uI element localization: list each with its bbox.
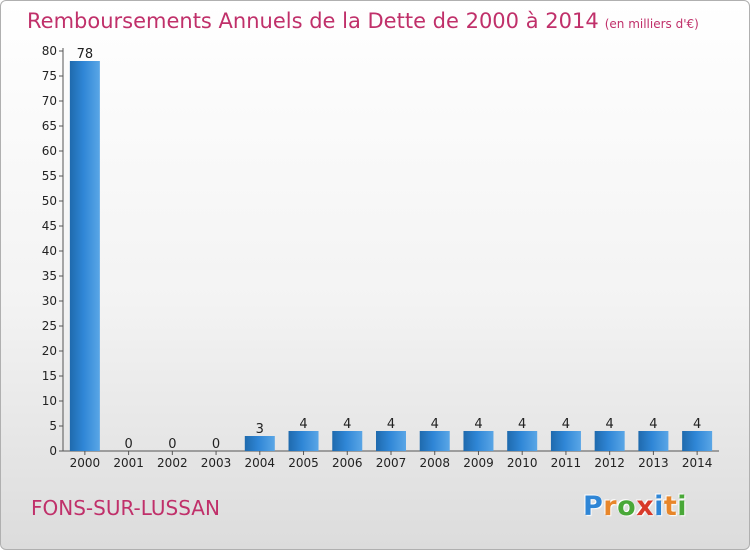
bar-2010 <box>507 431 538 451</box>
commune-name: FONS-SUR-LUSSAN <box>31 496 220 520</box>
y-tick-label: 45 <box>42 219 57 233</box>
value-label-2007: 4 <box>387 417 395 432</box>
y-tick-label: 35 <box>42 269 57 283</box>
y-tick-label: 5 <box>49 419 57 433</box>
value-label-2004: 3 <box>256 422 264 437</box>
y-tick-label: 55 <box>42 169 57 183</box>
x-tick-label: 2007 <box>376 456 407 470</box>
x-tick-label: 2008 <box>419 456 450 470</box>
y-tick-label: 20 <box>42 344 57 358</box>
logo-letter: i <box>677 491 688 522</box>
value-label-2011: 4 <box>562 417 570 432</box>
y-tick-label: 30 <box>42 294 57 308</box>
y-tick-label: 50 <box>42 194 57 208</box>
chart-title-text: Remboursements Annuels de la Dette de 20… <box>27 9 599 33</box>
y-tick-label: 65 <box>42 119 57 133</box>
x-tick-label: 2011 <box>551 456 582 470</box>
logo-letter: i <box>654 491 664 522</box>
y-tick-label: 75 <box>42 69 57 83</box>
logo-letter: o <box>617 491 637 522</box>
bar-2014 <box>682 431 713 451</box>
y-tick-label: 80 <box>42 44 57 58</box>
x-tick-label: 2004 <box>245 456 276 470</box>
y-tick-label: 10 <box>42 394 57 408</box>
bar-2007 <box>376 431 406 451</box>
value-label-2012: 4 <box>606 417 614 432</box>
x-tick-label: 2000 <box>70 456 101 470</box>
value-label-2009: 4 <box>474 417 482 432</box>
value-label-2014: 4 <box>693 417 701 432</box>
bar-2005 <box>288 431 319 451</box>
value-label-2005: 4 <box>299 417 307 432</box>
y-tick-label: 25 <box>42 319 57 333</box>
chart-labels: 78 0 0 0 3 4 4 4 4 4 4 4 4 4 4 <box>77 47 702 452</box>
bar-2011 <box>550 431 581 451</box>
bar-2000 <box>69 61 100 451</box>
value-label-2013: 4 <box>649 417 657 432</box>
x-tick-label: 2003 <box>201 456 232 470</box>
value-label-2000: 78 <box>77 47 94 62</box>
y-tick-label: 60 <box>42 144 57 158</box>
x-tick-label: 2009 <box>463 456 494 470</box>
bar-2009 <box>463 431 494 451</box>
bar-2006 <box>332 431 363 451</box>
x-tick-label: 2012 <box>594 456 625 470</box>
bar-2008 <box>419 431 450 451</box>
y-tick-label: 15 <box>42 369 57 383</box>
x-tick-label: 2014 <box>682 456 713 470</box>
chart-subtitle: (en milliers d'€) <box>604 17 699 31</box>
logo-letter: P <box>583 491 604 522</box>
logo-letter: x <box>636 491 655 522</box>
x-tick-label: 2001 <box>113 456 144 470</box>
chart-bars <box>69 61 713 451</box>
x-tick-label: 2002 <box>157 456 188 470</box>
bar-2012 <box>594 431 625 451</box>
x-tick-label: 2005 <box>288 456 319 470</box>
x-tick-label: 2013 <box>638 456 669 470</box>
logo-letter: t <box>663 491 678 522</box>
logo-letter: r <box>603 491 618 522</box>
value-label-2002: 0 <box>168 437 176 452</box>
value-label-2001: 0 <box>124 437 132 452</box>
y-tick-label: 40 <box>42 244 57 258</box>
value-label-2008: 4 <box>431 417 439 432</box>
value-label-2003: 0 <box>212 437 220 452</box>
y-tick-label: 70 <box>42 94 57 108</box>
value-label-2010: 4 <box>518 417 526 432</box>
x-tick-label: 2006 <box>332 456 363 470</box>
chart-title: Remboursements Annuels de la Dette de 20… <box>27 9 699 33</box>
value-label-2006: 4 <box>343 417 351 432</box>
y-tick-label: 0 <box>49 444 57 458</box>
x-tick-label: 2010 <box>507 456 538 470</box>
bar-2013 <box>638 431 669 451</box>
bar-2004 <box>244 436 275 451</box>
proxiti-logo: Proxiti <box>583 491 687 522</box>
